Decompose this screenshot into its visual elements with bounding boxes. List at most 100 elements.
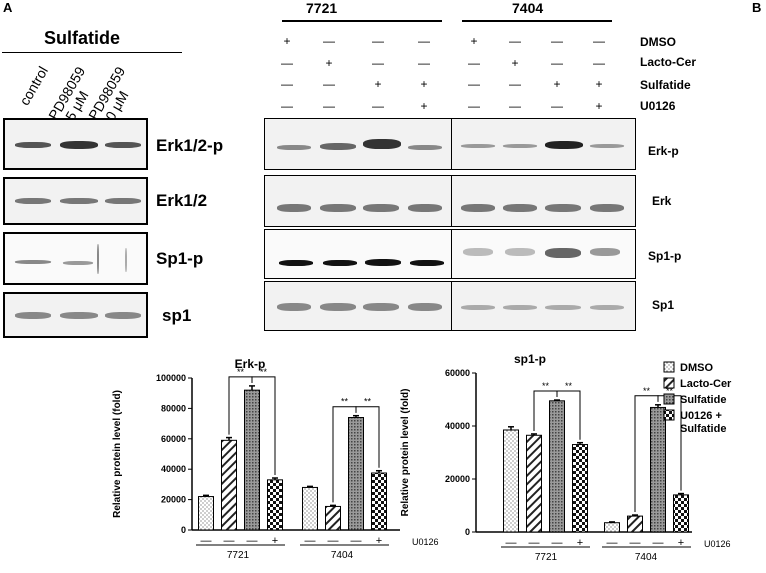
blot-label-erk: Erk (652, 194, 672, 208)
treatment-sign: — (551, 99, 563, 113)
y-tick-label: 60000 (445, 368, 470, 378)
significance-label: ** (542, 381, 550, 391)
bar (627, 515, 643, 533)
treatment-sign: — (551, 56, 563, 70)
chart-erk-p: 0 20000 40000 60000 80000 100000 Erk-p Relative… (112, 357, 439, 561)
bar (673, 494, 689, 533)
bar (302, 486, 318, 531)
u0126-label: U0126 (412, 537, 439, 547)
legend-swatch (663, 393, 675, 405)
group-label: 7404 (635, 552, 658, 563)
bar (604, 522, 620, 533)
bar (503, 429, 519, 533)
treatment-sign: + (470, 34, 478, 48)
treat-label-u0126: U0126 (640, 99, 676, 113)
y-tick-label: 100000 (156, 373, 186, 383)
significance-label: ** (643, 386, 651, 396)
treatment-sign: + (595, 77, 603, 91)
treatment-sign: — (509, 99, 521, 113)
y-tick-label: 20000 (445, 474, 470, 484)
y-tick-label: 40000 (161, 464, 186, 474)
significance-bracket (556, 390, 581, 440)
treatment-sign: — (372, 34, 384, 48)
significance-bracket (355, 406, 380, 468)
blot-b-sp1 (264, 281, 636, 331)
treatment-sign: + (283, 34, 291, 48)
u0126-sign: — (506, 537, 517, 549)
panel-a-title-underline (2, 52, 182, 53)
blot-a-erk12p (3, 118, 148, 170)
u0126-sign: — (201, 535, 212, 547)
y-tick-label: 80000 (161, 403, 186, 413)
y-tick-label: 60000 (161, 434, 186, 444)
significance-label: ** (260, 367, 268, 377)
legend-swatch (663, 361, 675, 373)
blot-b-erk (264, 175, 636, 227)
treatment-sign: — (281, 77, 293, 91)
significance-label: ** (666, 386, 674, 396)
blot-a-sp1 (3, 292, 148, 338)
bar (650, 406, 666, 533)
treatment-sign: — (418, 56, 430, 70)
treatment-sign: + (374, 77, 382, 91)
treatment-sign: — (372, 99, 384, 113)
bar (348, 417, 364, 531)
significance-label: ** (364, 397, 372, 407)
u0126-sign: — (529, 537, 540, 549)
legend-label: Lacto-Cer (680, 378, 732, 390)
u0126-sign: + (272, 535, 278, 547)
u0126-sign: — (224, 535, 235, 547)
treatment-sign: + (553, 77, 561, 91)
blot-label-sp1p: Sp1-p (156, 249, 204, 268)
u0126-sign: + (678, 537, 684, 549)
treatment-sign: + (420, 77, 428, 91)
treatment-sign: + (595, 99, 603, 113)
u0126-sign: + (577, 537, 583, 549)
legend-label: Sulfatide (680, 394, 726, 406)
treatment-sign: — (468, 56, 480, 70)
legend-swatch (663, 377, 675, 389)
bar (549, 400, 565, 533)
u0126-sign: — (305, 535, 316, 547)
group-label: 7404 (331, 550, 354, 561)
group-line-7721 (282, 20, 442, 22)
chart-legend: DMSO Lacto-Cer Sulfatide U0126 + Sulfatide (663, 361, 732, 435)
treatment-sign: — (323, 99, 335, 113)
treatment-sign: — (468, 77, 480, 91)
blot-label-sp1: sp1 (162, 306, 192, 325)
treatment-sign: — (323, 34, 335, 48)
treatment-sign: + (511, 56, 519, 70)
treat-label-lactocer: Lacto-Cer (640, 55, 697, 69)
treatment-sign: — (323, 77, 335, 91)
significance-label: ** (565, 381, 573, 391)
bar (371, 472, 387, 531)
treatment-sign: — (372, 56, 384, 70)
blot-label-erkp: Erk-p (648, 144, 679, 158)
treatment-sign: + (325, 56, 333, 70)
legend-label: U0126 + Sulfatide (680, 410, 726, 435)
chart-title: sp1-p (514, 352, 546, 366)
treatment-sign: — (418, 34, 430, 48)
treatment-sign: — (593, 34, 605, 48)
y-axis-label: Relative protein level (fold) (112, 390, 123, 518)
treat-label-dmso: DMSO (640, 35, 676, 49)
treatment-sign: — (509, 77, 521, 91)
treatment-sign: — (509, 34, 521, 48)
u0126-label: U0126 (704, 539, 731, 549)
bar (526, 434, 542, 533)
panel-a-letter: A (3, 0, 13, 15)
y-tick-label: 0 (181, 525, 186, 535)
u0126-sign: — (607, 537, 618, 549)
u0126-sign: — (630, 537, 641, 549)
panel-b-letter: B (752, 0, 762, 15)
y-tick-label: 20000 (161, 495, 186, 505)
treatment-sign: — (551, 34, 563, 48)
chart-title: Erk-p (235, 357, 266, 371)
bar (572, 444, 588, 533)
treatment-sign: — (281, 99, 293, 113)
treatment-sign: + (420, 99, 428, 113)
bar (221, 439, 237, 531)
u0126-sign: — (351, 535, 362, 547)
u0126-sign: — (552, 537, 563, 549)
